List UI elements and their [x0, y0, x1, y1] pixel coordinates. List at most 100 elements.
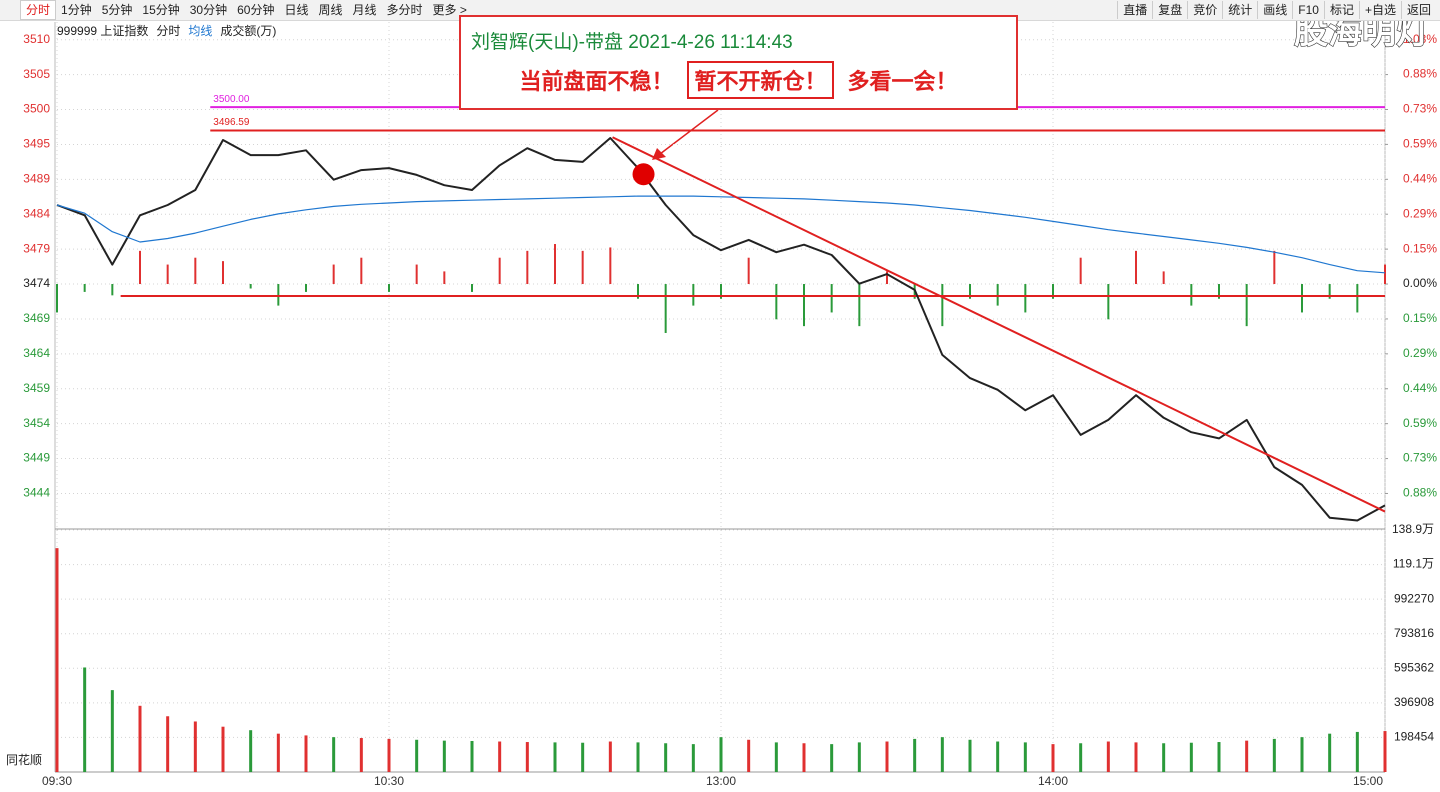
strength-bar	[1245, 284, 1248, 327]
volume-bar	[1328, 733, 1332, 772]
toolbar-button[interactable]: 统计	[1222, 1, 1257, 19]
x-tick-label: 10:30	[374, 774, 404, 788]
volume-bar	[1079, 743, 1083, 772]
volume-bar	[885, 741, 889, 772]
toolbar-button[interactable]: 直播	[1117, 1, 1152, 19]
y-tick-label: 3495	[23, 137, 50, 151]
volume-bar	[387, 738, 391, 772]
y-tick-label: 3479	[23, 241, 50, 255]
y2-tick-label: 0.88%	[1403, 67, 1437, 81]
strength-bar	[471, 284, 473, 292]
toolbar-button[interactable]: 多分时	[386, 3, 423, 17]
y2-tick-label: 0.44%	[1403, 171, 1437, 185]
volume-bar	[304, 735, 308, 772]
y2-tick-label: 0.00%	[1403, 276, 1437, 290]
y-tick-label: 3505	[23, 67, 50, 81]
strength-bar	[1024, 284, 1027, 313]
volume-bar	[83, 667, 87, 772]
volume-bar	[802, 743, 806, 772]
volume-tick-label: 119.1万	[1393, 557, 1434, 571]
y-tick-label: 3444	[23, 486, 50, 500]
toolbar-button[interactable]: 日线	[284, 3, 309, 17]
strength-bar	[747, 257, 750, 285]
toolbar-button[interactable]: 画线	[1257, 1, 1292, 19]
y-tick-label: 3459	[23, 381, 50, 395]
volume-bar	[415, 739, 419, 772]
legend-item: 均线	[188, 24, 213, 38]
toolbar-button[interactable]: 15分钟	[142, 3, 180, 17]
y-tick-label: 3464	[23, 346, 50, 360]
strength-bar	[581, 250, 584, 285]
x-tick-label: 15:00	[1353, 774, 1383, 788]
strength-bar	[332, 264, 335, 285]
strength-bar	[1107, 284, 1110, 320]
annotation-box: 刘智辉(天山)-带盘 2021-4-26 11:14:43 当前盘面不稳！ 暂不…	[459, 15, 1018, 110]
reference-label: 3500.00	[213, 94, 250, 105]
volume-bar	[166, 716, 170, 772]
toolbar-button[interactable]: 5分钟	[101, 3, 133, 17]
strength-bar	[692, 284, 695, 306]
x-tick-label: 09:30	[42, 774, 72, 788]
toolbar-button[interactable]: F10	[1292, 1, 1324, 19]
volume-bar	[1300, 737, 1304, 772]
volume-bar	[1355, 731, 1359, 772]
strength-bar	[1052, 284, 1054, 299]
volume-bar	[110, 690, 114, 772]
strength-bar	[443, 271, 446, 285]
volume-bar	[857, 742, 861, 772]
volume-bar	[470, 740, 474, 772]
volume-tick-label: 198454	[1394, 730, 1434, 744]
volume-bar	[55, 548, 59, 772]
strength-bar	[969, 284, 971, 299]
volume-bar	[553, 742, 557, 772]
y-tick-label: 3510	[23, 32, 50, 46]
y-tick-label: 3449	[23, 451, 50, 465]
toolbar-button[interactable]: 60分钟	[237, 3, 275, 17]
strength-bar	[554, 244, 556, 285]
volume-bar	[1106, 741, 1110, 772]
strength-bar	[1135, 250, 1137, 285]
strength-bar	[222, 261, 224, 285]
toolbar-button[interactable]: 竞价	[1187, 1, 1222, 19]
x-tick-label: 14:00	[1038, 774, 1068, 788]
volume-bar	[636, 742, 640, 772]
volume-bar	[442, 740, 446, 772]
toolbar-button[interactable]: 1分钟	[61, 3, 92, 17]
plot-layer: 3444 3449 3454 3459 3464 3469 3474 3479 3484 3489…	[23, 22, 1437, 788]
volume-bar	[138, 705, 142, 772]
toolbar-button[interactable]: 复盘	[1152, 1, 1187, 19]
volume-tick-label: 138.9万	[1392, 522, 1434, 536]
toolbar-button[interactable]: 分时	[20, 0, 57, 20]
strength-bar	[249, 284, 252, 289]
strength-bar	[664, 284, 667, 333]
strength-bar	[1162, 271, 1165, 285]
strength-bar	[194, 257, 197, 285]
strength-bar	[56, 284, 58, 313]
y-tick-label: 3454	[23, 416, 50, 430]
volume-bar	[581, 742, 585, 772]
strength-bar	[1273, 250, 1276, 285]
toolbar-button[interactable]: 周线	[318, 3, 343, 17]
toolbar-button[interactable]: 返回	[1400, 1, 1436, 19]
annotation-messages: 当前盘面不稳！ 暂不开新仓！ 多看一会！	[461, 61, 1016, 99]
volume-bar	[1023, 742, 1027, 772]
toolbar-button[interactable]: 30分钟	[189, 3, 228, 17]
toolbar-button[interactable]: +自选	[1358, 1, 1401, 19]
volume-bar	[968, 739, 972, 772]
x-tick-label: 13:00	[706, 774, 736, 788]
volume-bar	[664, 743, 668, 772]
strength-bar	[360, 257, 363, 285]
toolbar-button[interactable]: 月线	[352, 3, 377, 17]
volume-bar	[691, 744, 695, 772]
toolbar-button[interactable]: 更多 >	[432, 3, 467, 17]
signal-marker	[632, 163, 655, 186]
toolbar-button[interactable]: 标记	[1323, 1, 1359, 19]
volume-bar	[996, 741, 1000, 772]
y-tick-label: 3489	[23, 172, 50, 186]
series-line	[56, 137, 1386, 522]
volume-bar	[249, 730, 253, 772]
volume-tick-label: 595362	[1394, 660, 1434, 674]
volume-bar	[830, 744, 834, 772]
strength-bar	[498, 257, 501, 285]
